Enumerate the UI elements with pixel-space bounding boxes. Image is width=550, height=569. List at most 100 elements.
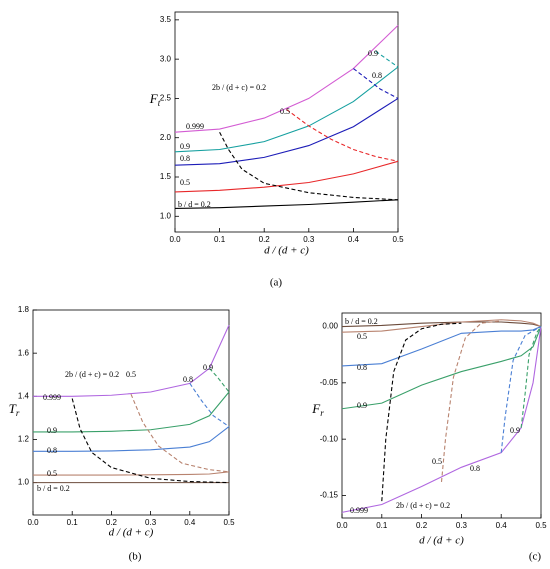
y-tick-label: 3.0 bbox=[160, 54, 172, 63]
x-tick-label: 0.4 bbox=[184, 518, 196, 527]
x-tick-label: 0.3 bbox=[303, 235, 315, 244]
y-axis-label: Ft bbox=[149, 91, 161, 108]
curve bbox=[33, 391, 230, 433]
curve bbox=[341, 326, 542, 367]
curve bbox=[381, 322, 462, 502]
y-label-sub: t bbox=[158, 98, 161, 108]
curve bbox=[286, 108, 399, 162]
x-tick-label: 0.3 bbox=[456, 521, 468, 530]
curve-label: 0.9 bbox=[47, 426, 57, 435]
x-tick-label: 0.1 bbox=[376, 521, 388, 530]
curve bbox=[71, 398, 230, 484]
panel-caption: (a) bbox=[270, 277, 283, 289]
x-axis-label: d / (d + c) bbox=[264, 245, 309, 257]
y-tick-label: 2.0 bbox=[160, 133, 172, 142]
curve bbox=[341, 319, 542, 333]
curve bbox=[353, 68, 399, 99]
x-tick-label: 0.2 bbox=[416, 521, 428, 530]
curve-label: 0.8 bbox=[470, 464, 480, 473]
x-tick-label: 0.4 bbox=[496, 521, 508, 530]
x-tick-label: 0.2 bbox=[259, 235, 271, 244]
y-tick-label: 0.00 bbox=[322, 322, 338, 331]
curve bbox=[219, 131, 399, 201]
y-axis-label: Fr bbox=[311, 401, 324, 418]
curve-label: 0.5 bbox=[47, 469, 57, 478]
curve bbox=[520, 326, 542, 428]
curve bbox=[375, 50, 399, 68]
x-tick-label: 0.0 bbox=[169, 235, 181, 244]
y-tick-label: -0.15 bbox=[320, 491, 339, 500]
panel-caption: (b) bbox=[129, 551, 142, 563]
panel: 0.0 0.1 0.2 0.3 0.4 0.5 1.0 1.5 2.0 2.5 3.0 3.5 Ft d … bbox=[149, 11, 404, 289]
curve bbox=[174, 199, 399, 209]
curve-label: 0.999 bbox=[186, 122, 204, 131]
y-tick-label: 1.8 bbox=[18, 305, 30, 314]
curve bbox=[33, 426, 230, 452]
y-axis-label: Tr bbox=[9, 401, 20, 418]
curve-label: 0.8 bbox=[357, 363, 367, 372]
curve-label: 0.5 bbox=[280, 107, 290, 116]
y-label-sub: r bbox=[16, 408, 20, 418]
curve-label: 0.9 bbox=[180, 142, 190, 151]
curve bbox=[440, 320, 502, 483]
y-tick-label: -0.10 bbox=[320, 434, 339, 443]
curve-label: b / d = 0.2 bbox=[178, 200, 211, 209]
curve-label: 0.5 bbox=[126, 370, 136, 379]
x-tick-label: 0.5 bbox=[392, 235, 404, 244]
y-tick-label: 1.4 bbox=[18, 391, 30, 400]
curve bbox=[174, 24, 399, 133]
x-tick-label: 0.5 bbox=[223, 518, 235, 527]
plot-frame bbox=[341, 312, 542, 519]
curve-label: 0.8 bbox=[180, 154, 190, 163]
y-tick-label: 1.0 bbox=[160, 211, 172, 220]
curve-label: 0.9 bbox=[510, 426, 520, 435]
x-tick-label: 0.5 bbox=[535, 521, 547, 530]
x-tick-label: 0.1 bbox=[214, 235, 226, 244]
curve bbox=[174, 97, 399, 166]
y-tick-label: 1.0 bbox=[18, 478, 30, 487]
x-tick-label: 0.1 bbox=[67, 518, 79, 527]
x-tick-label: 0.4 bbox=[348, 235, 360, 244]
y-tick-label: 1.6 bbox=[18, 348, 30, 357]
curve-label: 0.999 bbox=[350, 506, 368, 515]
curve bbox=[208, 367, 230, 393]
curve-label: b / d = 0.2 bbox=[37, 484, 70, 493]
curve bbox=[341, 326, 542, 410]
plot-frame bbox=[32, 309, 230, 516]
curve bbox=[33, 324, 230, 397]
y-tick-label: 2.5 bbox=[160, 94, 172, 103]
x-axis-label: d / (d + c) bbox=[419, 535, 464, 547]
x-tick-label: 0.0 bbox=[336, 521, 348, 530]
y-tick-label: -0.05 bbox=[320, 378, 339, 387]
curve bbox=[174, 66, 399, 153]
panel: 0.0 0.1 0.2 0.3 0.4 0.5 1.0 1.2 1.4 1.6 1.8 Tr d / (… bbox=[9, 305, 235, 562]
x-tick-label: 0.2 bbox=[106, 518, 118, 527]
curve-label: 0.5 bbox=[180, 178, 190, 187]
curve bbox=[174, 160, 399, 193]
curve bbox=[341, 321, 542, 328]
curve-label: 0.8 bbox=[183, 375, 193, 384]
curve-label: 0.8 bbox=[47, 446, 57, 455]
y-tick-label: 1.2 bbox=[18, 435, 30, 444]
curve bbox=[500, 326, 542, 453]
curve-label: b / d = 0.2 bbox=[345, 317, 378, 326]
x-axis-label: d / (d + c) bbox=[109, 527, 154, 539]
panel: 0.0 0.1 0.2 0.3 0.4 0.5 0.00 -0.05 -0.10 -0.15 Fr d… bbox=[311, 312, 547, 563]
curve-label: 2b / (d + c) = 0.2 bbox=[396, 501, 450, 510]
y-label-main: T bbox=[9, 401, 17, 416]
y-label-sub: r bbox=[320, 408, 324, 418]
curve bbox=[130, 393, 230, 473]
curve-label: 2b / (d + c) = 0.2 bbox=[212, 83, 266, 92]
y-label-main: F bbox=[311, 401, 321, 416]
curve-label: 2b / (d + c) = 0.2 bbox=[65, 370, 119, 379]
y-tick-label: 1.5 bbox=[160, 172, 172, 181]
curve-label: 0.9 bbox=[203, 363, 213, 372]
x-tick-label: 0.0 bbox=[27, 518, 39, 527]
plot-frame bbox=[174, 11, 399, 233]
curve-label: 0.8 bbox=[372, 71, 382, 80]
y-label-main: F bbox=[149, 91, 159, 106]
curve-label: 0.9 bbox=[357, 401, 367, 410]
curve bbox=[341, 326, 542, 513]
x-tick-label: 0.3 bbox=[145, 518, 157, 527]
